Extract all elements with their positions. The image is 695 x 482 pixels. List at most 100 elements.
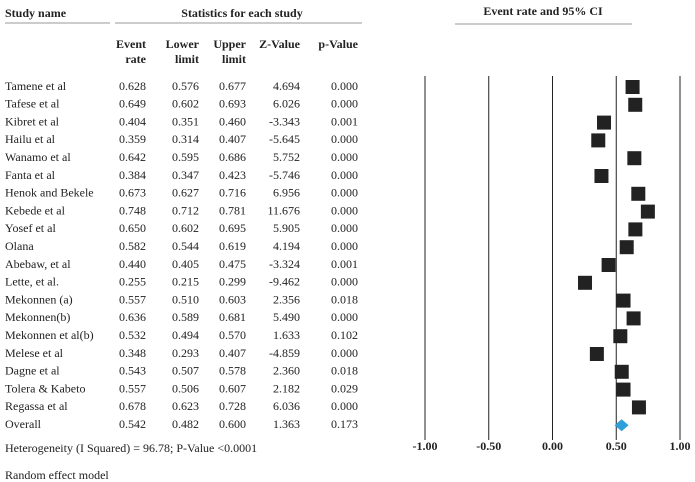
table-cell: 0.314 (172, 132, 199, 146)
study-name: Henok and Bekele (5, 186, 94, 200)
column-header: Z-Value (259, 37, 301, 51)
study-marker (594, 169, 609, 183)
table-cell: 5.905 (273, 221, 300, 235)
study-marker (628, 222, 643, 237)
table-cell: 0.582 (119, 239, 146, 253)
table-cell: 0.602 (172, 97, 199, 111)
table-cell: 0.686 (219, 150, 246, 164)
study-name: Tafese et al (5, 97, 60, 111)
table-cell: 2.182 (273, 381, 300, 395)
study-marker (591, 133, 606, 148)
study-marker (626, 311, 641, 326)
table-cell: 0.532 (119, 328, 146, 342)
table-cell: 0.636 (119, 310, 146, 324)
table-cell: 0.407 (219, 132, 246, 146)
study-marker (631, 186, 646, 201)
table-cell: 0.602 (172, 221, 199, 235)
study-name: Overall (5, 417, 42, 431)
table-cell: 0.748 (119, 203, 146, 217)
study-name: Tolera & Kabeto (5, 381, 85, 395)
study-name: Hailu et al (5, 132, 56, 146)
study-name: Abebaw, et al (5, 257, 71, 271)
study-marker (597, 115, 612, 130)
study-name: Lette, et al. (5, 275, 59, 289)
model-note: Random effect model (5, 468, 109, 482)
table-cell: 0.018 (331, 292, 358, 306)
study-marker (616, 382, 631, 397)
column-header: Event (116, 37, 146, 51)
study-marker (616, 293, 631, 308)
study-name: Kibret et al (5, 114, 60, 128)
study-name: Olana (5, 239, 34, 253)
table-cell: 1.363 (273, 417, 300, 431)
study-marker (631, 400, 646, 415)
table-cell: 0.384 (119, 168, 146, 182)
table-cell: 0.557 (119, 292, 146, 306)
table-cell: -3.343 (269, 114, 300, 128)
study-name: Tamene et al (5, 79, 67, 93)
table-cell: 0.712 (172, 203, 199, 217)
table-cell: 0.405 (172, 257, 199, 271)
table-cell: 0.506 (172, 381, 199, 395)
table-cell: 0.347 (172, 168, 199, 182)
table-cell: 0.000 (331, 150, 358, 164)
table-cell: 0.404 (119, 114, 146, 128)
table-cell: 0.173 (331, 417, 358, 431)
table-cell: 0.650 (119, 221, 146, 235)
table-cell: 0.578 (219, 364, 246, 378)
table-cell: 0.544 (172, 239, 199, 253)
column-header: limit (222, 52, 246, 66)
table-cell: -9.462 (269, 275, 300, 289)
table-cell: -5.746 (269, 168, 300, 182)
table-cell: 0.018 (331, 364, 358, 378)
study-marker (614, 364, 629, 379)
study-marker (613, 329, 628, 344)
table-cell: 0.000 (331, 132, 358, 146)
table-cell: 0.001 (331, 257, 358, 271)
table-cell: 0.781 (219, 203, 246, 217)
table-cell: 6.036 (273, 399, 300, 413)
study-marker (619, 240, 634, 255)
table-cell: 0.000 (331, 203, 358, 217)
table-cell: 0.460 (219, 114, 246, 128)
column-header: p-Value (318, 37, 358, 51)
table-cell: 0.407 (219, 346, 246, 360)
table-cell: 0.000 (331, 79, 358, 93)
table-cell: -5.645 (269, 132, 300, 146)
table-cell: -4.859 (269, 346, 300, 360)
study-marker (628, 97, 643, 112)
table-cell: 0.359 (119, 132, 146, 146)
table-cell: 0.627 (172, 186, 199, 200)
table-cell: 0.600 (219, 417, 246, 431)
table-cell: 0.000 (331, 310, 358, 324)
table-cell: 0.595 (172, 150, 199, 164)
study-marker (578, 275, 593, 290)
study-name: Mekonnen et al(b) (5, 328, 94, 342)
table-cell: 0.607 (219, 381, 246, 395)
column-header: rate (125, 52, 146, 66)
x-tick-label: 1.00 (670, 439, 691, 453)
table-cell: -3.324 (269, 257, 300, 271)
column-header: Lower (166, 37, 200, 51)
table-cell: 0.348 (119, 346, 146, 360)
table-cell: 0.603 (219, 292, 246, 306)
table-cell: 0.507 (172, 364, 199, 378)
table-cell: 0.589 (172, 310, 199, 324)
table-cell: 0.623 (172, 399, 199, 413)
table-cell: 0.716 (219, 186, 246, 200)
column-header: Upper (213, 37, 246, 51)
study-name: Fanta et al (5, 168, 56, 182)
x-tick-label: -1.00 (413, 439, 438, 453)
table-title: Statistics for each study (181, 6, 302, 20)
table-cell: 0.543 (119, 364, 146, 378)
study-name: Regassa et al (5, 399, 68, 413)
table-cell: 0.570 (219, 328, 246, 342)
table-cell: 0.576 (172, 79, 199, 93)
x-tick-label: 0.50 (606, 439, 627, 453)
table-cell: 0.642 (119, 150, 146, 164)
table-cell: 0.000 (331, 346, 358, 360)
table-cell: 0.299 (219, 275, 246, 289)
table-cell: 0.293 (172, 346, 199, 360)
table-cell: 0.000 (331, 168, 358, 182)
